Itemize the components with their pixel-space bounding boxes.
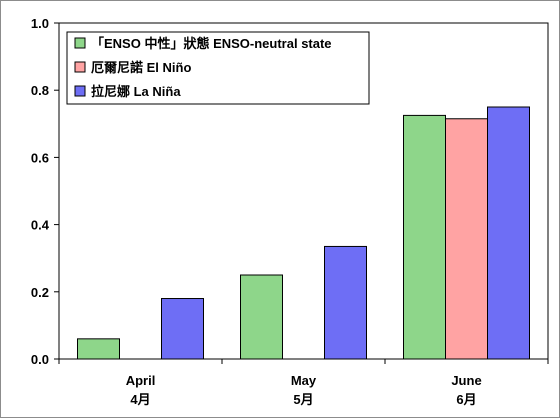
x-category-label-chinese: 5月 [293,392,313,407]
bar-series-0-cat-2 [403,114,446,360]
legend-swatch [74,85,86,97]
x-category-label: May [291,373,317,388]
bar-series-0-cat-0 [77,338,120,360]
legend-swatch [74,61,86,73]
y-tick-label: 0.8 [31,83,49,98]
legend-label: 拉尼娜 La Niña [91,84,181,99]
x-category-label-chinese: 4月 [130,392,150,407]
bar-series-2-cat-0 [161,298,204,360]
y-tick-label: 0.4 [31,218,50,233]
bar-series-2-cat-2 [487,106,530,360]
x-category-label: June [451,373,481,388]
legend-label: 「ENSO 中性」狀態 ENSO-neutral state [91,36,332,51]
bar-series-2-cat-1 [324,245,367,360]
x-category-label-chinese: 6月 [456,392,476,407]
y-tick-label: 1.0 [31,16,49,31]
legend-swatch [74,37,86,49]
legend-box [66,31,370,105]
y-tick-label: 0.0 [31,352,49,367]
legend-label: 厄爾尼諾 El Niño [91,60,191,75]
bar-series-1-cat-2 [445,118,488,360]
y-tick-label: 0.6 [31,150,49,165]
legend: 「ENSO 中性」狀態 ENSO-neutral state 厄爾尼諾 El Ni… [66,31,370,105]
x-category-label: April [126,373,156,388]
y-tick-label: 0.2 [31,285,49,300]
bar-series-0-cat-1 [240,274,283,360]
